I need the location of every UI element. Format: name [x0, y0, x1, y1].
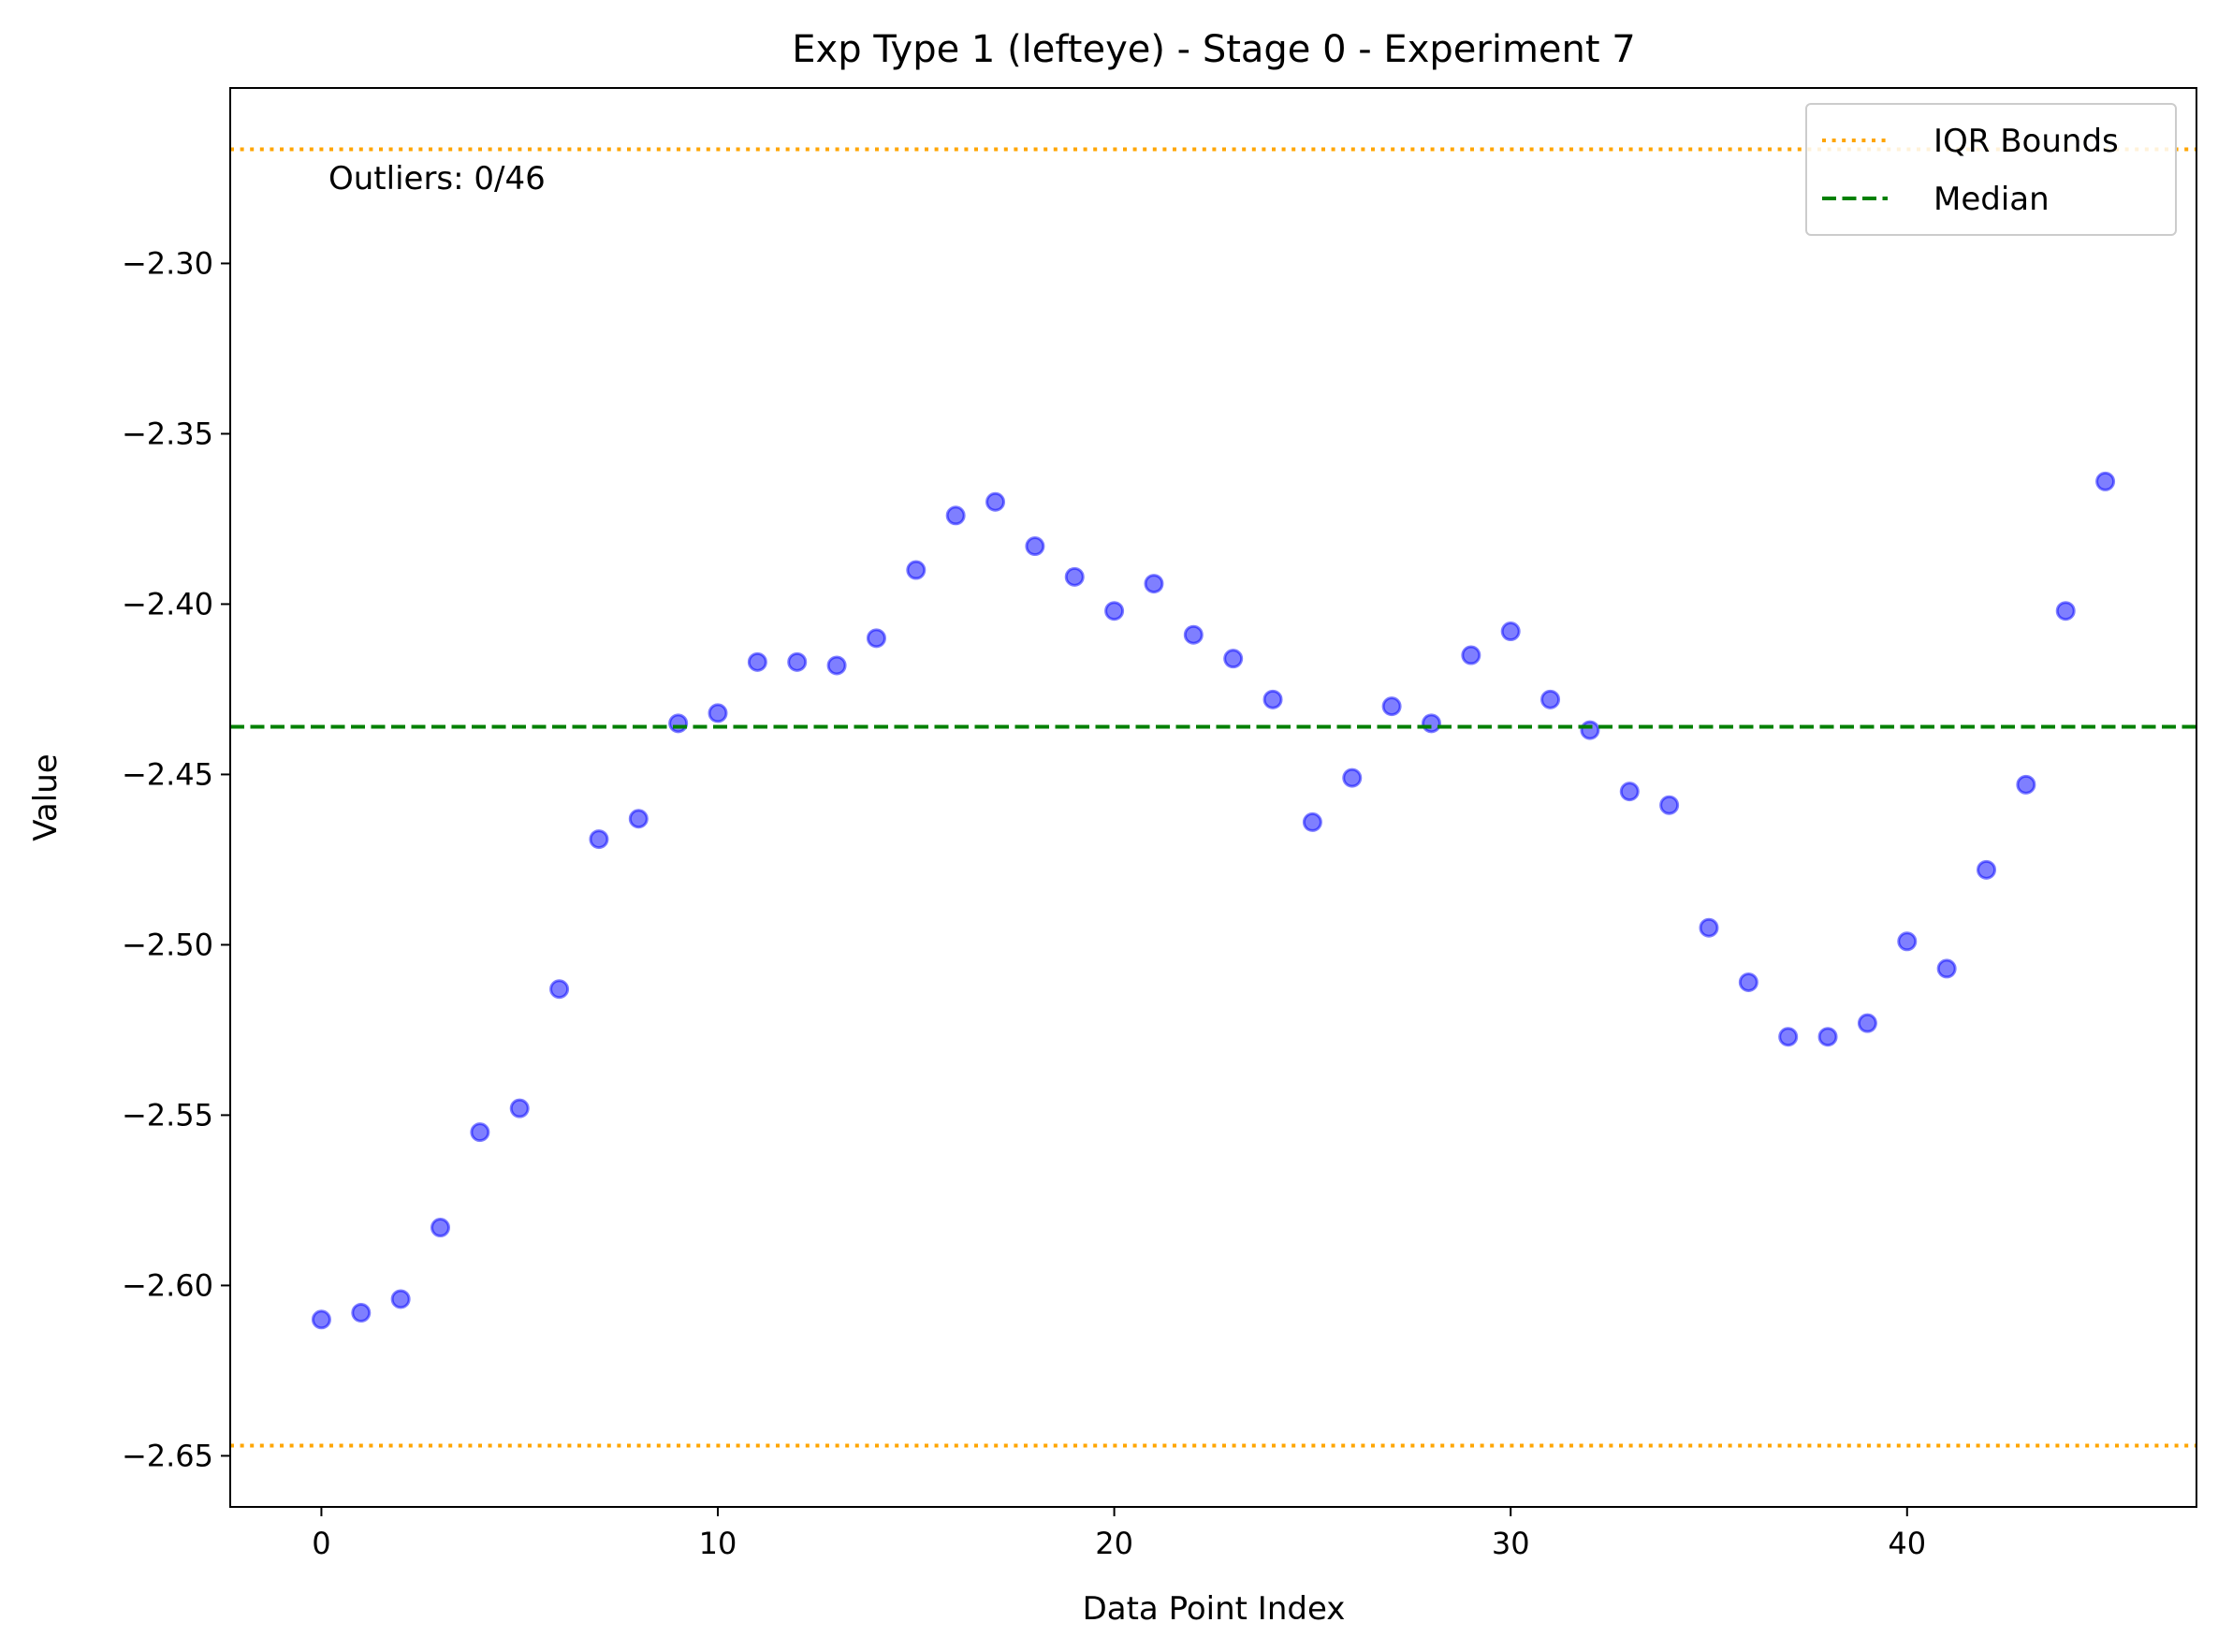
- data-point: [1540, 689, 1561, 709]
- data-point: [1936, 958, 1957, 979]
- data-point: [1659, 795, 1680, 815]
- legend-median-label: Median: [1933, 181, 2050, 218]
- data-point: [628, 809, 649, 829]
- chart-title: Exp Type 1 (lefteye) - Stage 0 - Experim…: [792, 28, 1635, 71]
- y-tick-label: −2.45: [122, 756, 213, 792]
- data-point: [1302, 811, 1322, 832]
- data-point: [826, 655, 847, 676]
- data-point: [1461, 645, 1481, 665]
- data-point: [906, 560, 927, 580]
- y-axis-label: Value: [27, 753, 65, 841]
- x-tick-label: 20: [1095, 1526, 1133, 1561]
- data-point: [1738, 972, 1758, 992]
- data-point: [390, 1289, 411, 1309]
- data-point: [1421, 713, 1441, 734]
- x-tick-label: 30: [1492, 1526, 1530, 1561]
- data-point: [1104, 601, 1125, 621]
- data-point: [1699, 917, 1719, 938]
- data-point: [708, 703, 728, 724]
- x-tick-label: 40: [1888, 1526, 1926, 1561]
- plot-area: [230, 147, 2196, 1448]
- data-point: [549, 979, 570, 1000]
- data-point: [430, 1218, 450, 1238]
- legend-box: [1805, 103, 2177, 236]
- data-point: [1619, 782, 1640, 802]
- data-point: [589, 829, 609, 850]
- data-point: [1342, 768, 1363, 788]
- data-point: [1897, 931, 1918, 952]
- data-point: [1064, 566, 1085, 587]
- data-point: [470, 1122, 490, 1143]
- legend-iqr-bounds-label: IQR Bounds: [1933, 123, 2119, 160]
- data-point: [1977, 859, 1996, 880]
- data-point: [668, 713, 689, 734]
- data-point: [2055, 601, 2076, 621]
- data-point: [509, 1098, 530, 1118]
- data-point: [1857, 1013, 1877, 1033]
- x-axis: 0 10 20 30 40: [312, 1507, 1926, 1561]
- y-tick-label: −2.35: [122, 416, 213, 451]
- data-point: [787, 651, 808, 672]
- y-tick-label: −2.30: [122, 245, 213, 281]
- data-point: [311, 1309, 331, 1330]
- data-point: [1025, 536, 1045, 557]
- data-point: [985, 491, 1006, 512]
- data-point: [866, 628, 886, 649]
- y-tick-label: −2.40: [122, 586, 213, 621]
- data-point: [945, 505, 966, 526]
- y-tick-label: −2.65: [122, 1438, 213, 1473]
- data-point: [2016, 774, 2036, 795]
- data-point: [1580, 720, 1600, 740]
- y-tick-label: −2.55: [122, 1097, 213, 1133]
- data-point: [1500, 621, 1521, 642]
- plot-frame: [229, 87, 2197, 1508]
- data-point: [1262, 689, 1283, 709]
- legend: IQR Bounds Median: [1805, 103, 2177, 236]
- outliers-annotation: Outliers: 0/46: [328, 160, 546, 197]
- data-point: [1817, 1027, 1838, 1047]
- x-tick-label: 10: [699, 1526, 737, 1561]
- data-point: [747, 651, 767, 672]
- x-tick-label: 0: [312, 1526, 330, 1561]
- data-points: [311, 471, 2116, 1330]
- y-tick-label: −2.50: [122, 927, 213, 962]
- data-point: [1144, 574, 1164, 594]
- data-point: [1183, 624, 1204, 645]
- data-point: [1223, 649, 1244, 669]
- y-tick-label: −2.60: [122, 1267, 213, 1303]
- y-axis: −2.30 −2.35 −2.40 −2.45 −2.50 −2.55 −2.60 −2.65: [122, 245, 230, 1473]
- x-axis-label: Data Point Index: [1083, 1590, 1346, 1628]
- data-point: [1778, 1027, 1799, 1047]
- data-point: [1381, 696, 1402, 717]
- data-point: [2095, 471, 2116, 491]
- data-point: [351, 1303, 372, 1323]
